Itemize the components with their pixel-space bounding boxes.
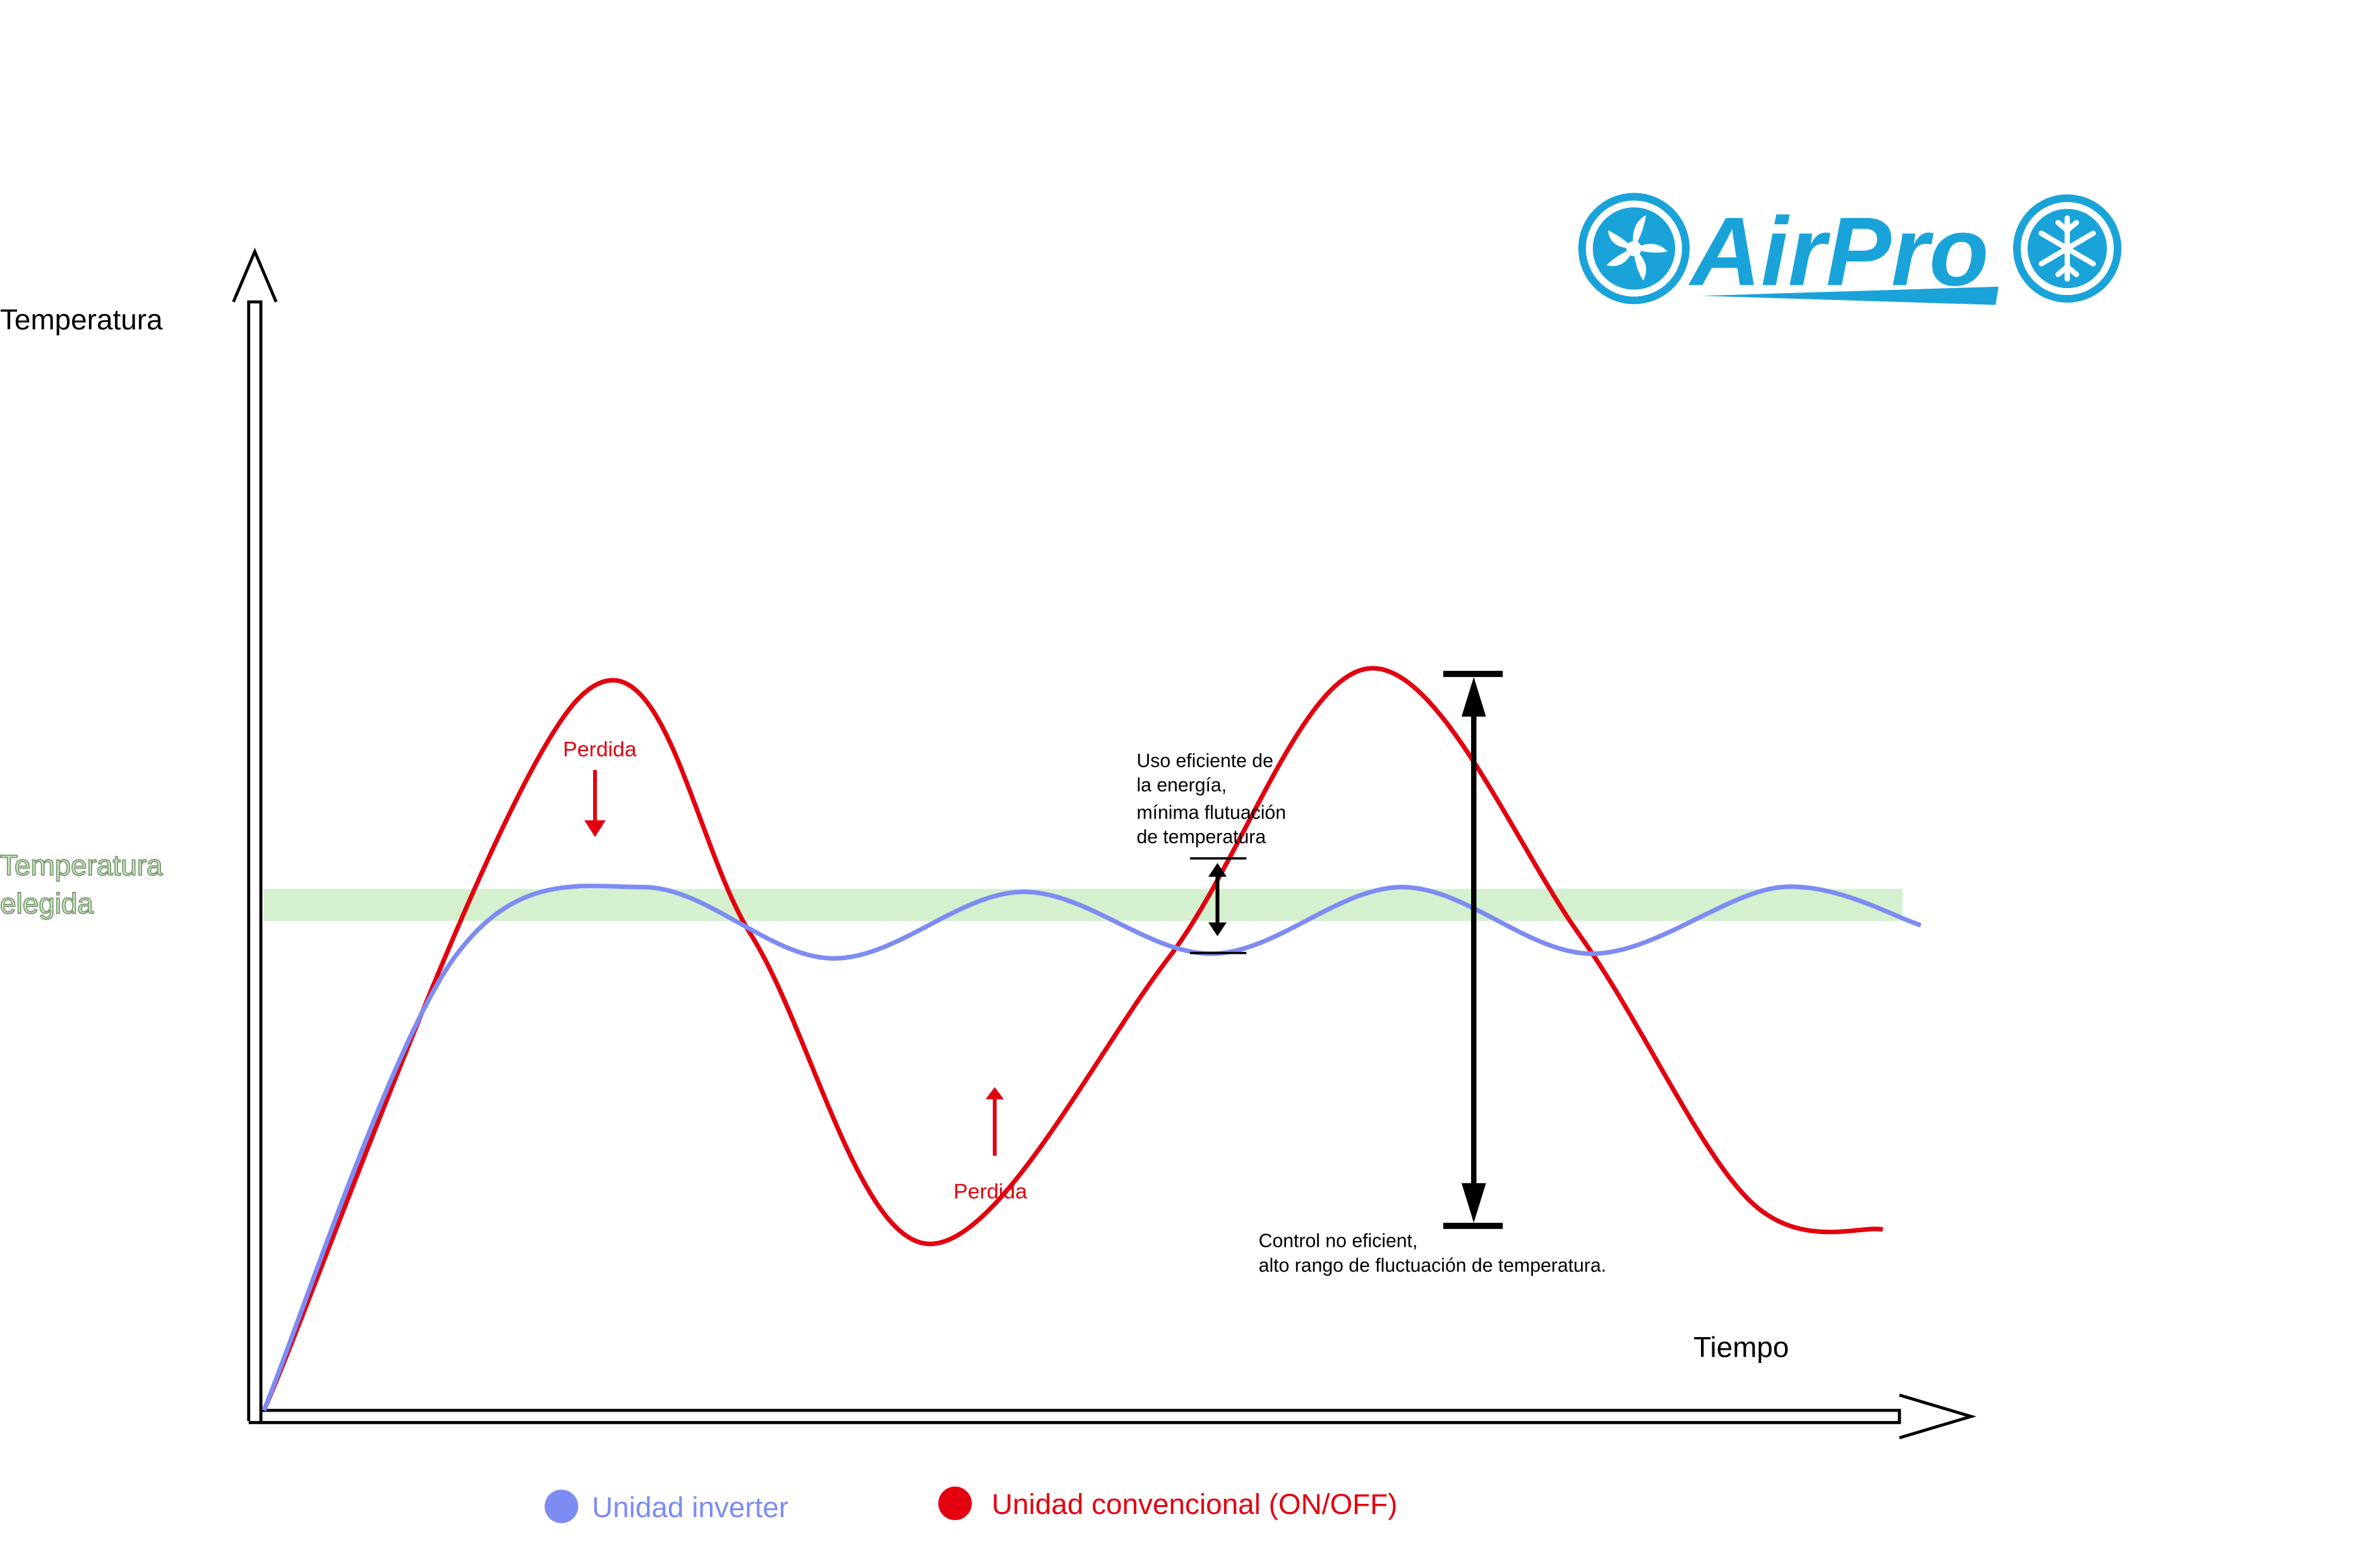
perdida-top-label: Perdida	[563, 737, 637, 761]
setpoint-label-line1: Temperatura	[0, 849, 163, 882]
airpro-logo: AirPro	[1578, 193, 2122, 306]
y-axis	[232, 248, 278, 1421]
perdida-bottom-label: Perdida	[954, 1179, 1028, 1203]
y-axis-label: Temperatura	[0, 303, 163, 335]
snowflake-icon	[2013, 194, 2122, 303]
efficient-note-line3: mínima flutuación	[1136, 802, 1286, 823]
inefficient-note-line2: alto rango de fluctuación de temperatura…	[1259, 1255, 1606, 1276]
series-inverter-line	[261, 884, 1921, 1412]
fan-icon	[1578, 193, 1690, 304]
series-conventional-line	[261, 666, 1884, 1412]
x-axis-label: Tiempo	[1693, 1331, 1789, 1364]
legend-conventional-swatch	[938, 1486, 972, 1520]
efficient-note-line2: la energía,	[1136, 775, 1227, 796]
x-axis	[248, 1393, 1977, 1439]
arrow-up-icon	[985, 1087, 1004, 1156]
legend-conventional-label: Unidad convencional (ON/OFF)	[992, 1487, 1397, 1520]
efficient-note-line4: de temperatura	[1136, 827, 1266, 848]
legend-inverter-label: Unidad inverter	[592, 1491, 788, 1523]
setpoint-label-line2: elegida	[0, 887, 93, 920]
logo-swoosh	[1701, 286, 1999, 305]
legend: Unidad inverter Unidad convencional (ON/…	[544, 1486, 1397, 1523]
large-range-marker	[1443, 671, 1503, 1229]
inefficient-note-line1: Control no eficient,	[1259, 1231, 1418, 1252]
logo-text: AirPro	[1688, 196, 1988, 306]
small-range-marker	[1190, 857, 1247, 954]
efficient-note-line1: Uso eficiente de	[1136, 750, 1273, 771]
arrow-down-icon	[584, 770, 606, 838]
legend-inverter-swatch	[544, 1489, 579, 1523]
